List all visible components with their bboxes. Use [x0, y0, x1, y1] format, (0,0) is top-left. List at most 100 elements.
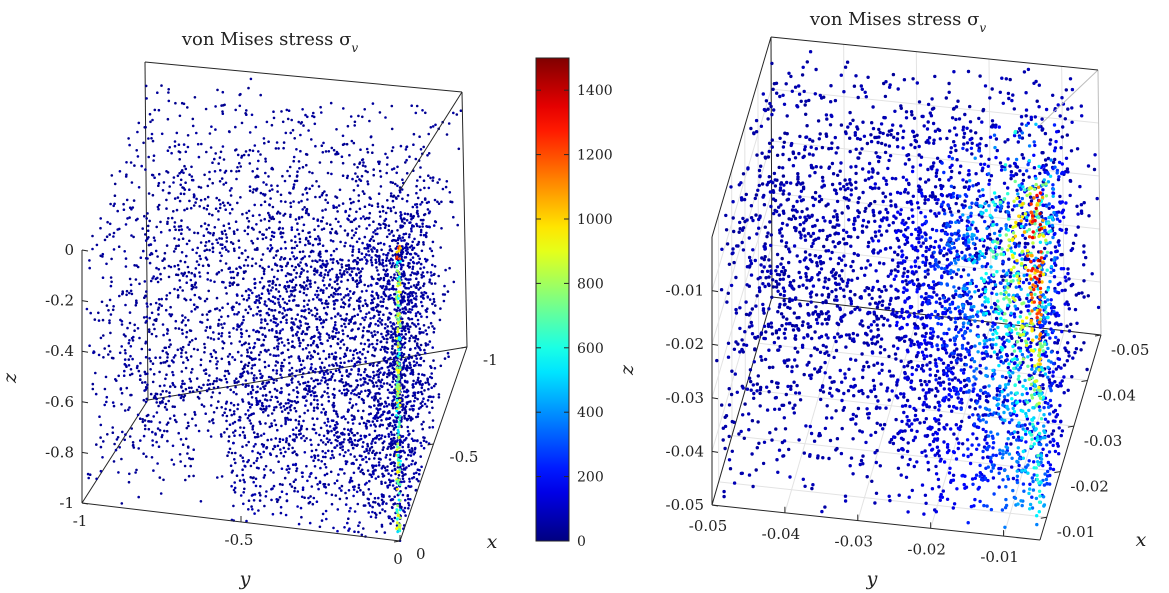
box-edge	[147, 346, 468, 401]
scatter-point	[173, 144, 177, 148]
scatter-point	[260, 443, 264, 446]
scatter-point	[257, 353, 261, 357]
scatter-point	[388, 458, 392, 461]
scatter-point	[254, 262, 258, 265]
scatter-point	[224, 208, 227, 211]
scatter-point	[253, 512, 256, 515]
scatter-point	[439, 246, 443, 249]
scatter-point	[403, 291, 407, 295]
scatter-point	[148, 420, 151, 423]
scatter-point	[166, 332, 169, 335]
scatter-point	[336, 210, 339, 213]
scatter-point	[293, 346, 296, 349]
scatter-point	[381, 423, 385, 427]
scatter-point	[393, 273, 396, 276]
scatter-point	[215, 238, 218, 242]
scatter-point	[247, 401, 250, 404]
scatter-point	[349, 506, 352, 510]
scatter-point	[128, 435, 132, 438]
scatter-point	[425, 332, 429, 336]
scatter-point	[279, 193, 283, 197]
scatter-point	[276, 249, 280, 252]
scatter-point	[283, 344, 286, 347]
scatter-point	[327, 353, 331, 356]
scatter-point	[297, 201, 301, 204]
scatter-point	[337, 220, 340, 224]
scatter-point	[220, 269, 224, 272]
scatter-point	[335, 413, 339, 416]
scatter-point	[273, 419, 276, 422]
scatter-point	[267, 414, 270, 417]
scatter-point	[144, 342, 147, 345]
scatter-point	[373, 404, 376, 407]
scatter-point	[137, 121, 141, 125]
scatter-point	[223, 171, 227, 174]
scatter-point	[335, 196, 339, 199]
scatter-point	[112, 248, 116, 251]
scatter-point	[237, 380, 240, 383]
scatter-point	[408, 252, 412, 256]
scatter-point	[289, 418, 293, 422]
scatter-point	[443, 357, 447, 360]
scatter-point	[148, 348, 151, 352]
scatter-point	[196, 231, 200, 235]
scatter-point	[187, 386, 191, 390]
scatter-point	[445, 133, 449, 136]
scatter-point	[373, 354, 376, 358]
scatter-point	[181, 289, 184, 292]
scatter-point	[335, 444, 339, 447]
scatter-point	[224, 286, 227, 290]
scatter-point	[311, 298, 315, 301]
scatter-point	[375, 384, 379, 388]
scatter-point	[380, 523, 384, 527]
scatter-point	[338, 188, 342, 192]
scatter-point	[258, 358, 261, 361]
scatter-point	[268, 284, 271, 287]
scatter-point	[202, 234, 206, 237]
scatter-point	[235, 301, 238, 305]
scatter-point	[122, 374, 126, 378]
scatter-point	[363, 108, 367, 111]
scatter-point	[244, 308, 247, 312]
scatter-point	[177, 267, 181, 271]
scatter-point	[272, 471, 275, 474]
scatter-point	[405, 242, 409, 245]
scatter-point	[246, 370, 249, 373]
scatter-point	[392, 234, 395, 237]
scatter-point	[328, 269, 332, 272]
scatter-point	[335, 275, 338, 279]
x-tick-label: -1	[483, 351, 498, 369]
scatter-point	[268, 226, 271, 230]
scatter-point	[342, 107, 345, 110]
stress-line-point	[395, 399, 399, 402]
scatter-point	[311, 243, 315, 247]
scatter-point	[207, 379, 210, 382]
scatter-point	[266, 322, 269, 326]
scatter-point	[351, 276, 355, 280]
scatter-point	[312, 496, 316, 500]
scatter-point	[250, 403, 254, 407]
scatter-point	[370, 294, 373, 297]
scatter-point	[327, 378, 330, 382]
scatter-point	[295, 179, 299, 183]
scatter-point	[94, 392, 98, 396]
scatter-point	[186, 226, 189, 229]
scatter-point	[314, 270, 318, 273]
scatter-point	[137, 186, 141, 189]
scatter-point	[285, 321, 288, 325]
scatter-point	[269, 319, 273, 322]
scatter-point	[339, 432, 343, 435]
scatter-point	[393, 301, 396, 304]
scatter-point	[391, 479, 395, 483]
scatter-point	[125, 198, 129, 202]
scatter-point	[372, 362, 375, 365]
scatter-point	[277, 147, 280, 150]
scatter-point	[156, 205, 160, 209]
scatter-point	[336, 430, 339, 434]
scatter-point	[409, 372, 412, 376]
scatter-point	[236, 228, 239, 232]
scatter-point	[356, 327, 360, 331]
scatter-point	[320, 369, 324, 373]
scatter-point	[306, 322, 310, 326]
scatter-point	[415, 342, 419, 345]
